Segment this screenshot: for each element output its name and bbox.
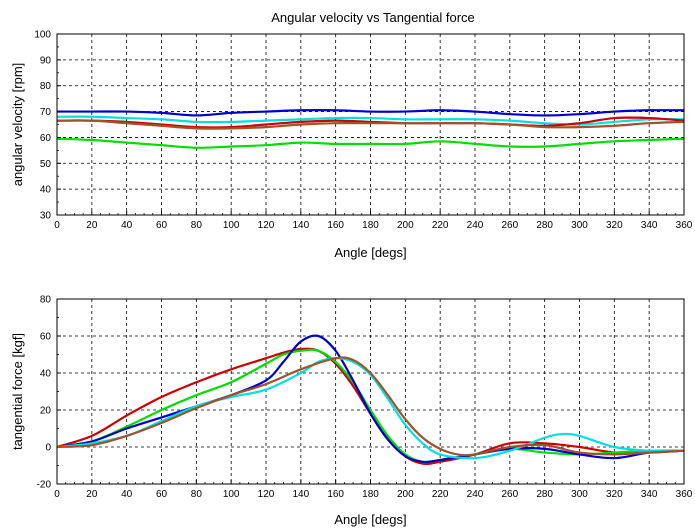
y-tick-label: 20 (40, 406, 52, 417)
x-tick-label: 160 (327, 489, 344, 500)
y-axis-title: angular velocity [rpm] (10, 63, 25, 187)
angular-velocity-plot: 0 20 40 60 80 100 120 140 160 180 200 220 240 260 280 3… (10, 30, 693, 261)
series-line-1 (57, 109, 685, 117)
x-axis-title: Angle [degs] (334, 512, 406, 527)
y-tick-label: 80 (40, 295, 52, 306)
y-tick-label: 0 (45, 443, 51, 454)
x-tick-label: 140 (292, 220, 309, 231)
x-tick-label: 320 (606, 220, 623, 231)
x-tick-label: 160 (327, 220, 344, 231)
y-tick-label: 100 (34, 30, 51, 41)
y-tick-label: 40 (40, 369, 52, 380)
x-tick-label: 360 (676, 220, 693, 231)
x-tick-label: 300 (571, 489, 588, 500)
x-tick-label: 20 (86, 220, 98, 231)
x-tick-label: 320 (606, 489, 623, 500)
x-tick-label: 240 (467, 220, 484, 231)
x-tick-label: 200 (397, 220, 414, 231)
x-tick-label: 100 (223, 489, 240, 500)
x-tick-label: 40 (121, 220, 133, 231)
series-line-5 (56, 137, 685, 149)
x-tick-label: 20 (86, 489, 98, 500)
x-tick-label: 260 (501, 220, 518, 231)
y-tick-label: 60 (40, 133, 52, 144)
y-tick-label: 90 (40, 55, 52, 66)
x-tick-label: 100 (223, 220, 240, 231)
plot-frame (56, 298, 685, 485)
x-tick-label: 260 (501, 489, 518, 500)
x-tick-label: 80 (191, 489, 203, 500)
x-axis-title: Angle [degs] (334, 245, 406, 260)
x-tick-label: 280 (536, 220, 553, 231)
x-tick-label: 80 (191, 220, 203, 231)
x-tick-label: 180 (362, 220, 379, 231)
y-tick-label: 80 (40, 81, 52, 92)
x-tick-label: 340 (641, 220, 658, 231)
x-tick-label: 120 (258, 489, 275, 500)
series-line-5 (56, 356, 685, 457)
y-tick-label: 50 (40, 159, 52, 170)
x-tick-label: 200 (397, 489, 414, 500)
y-tick-label: -20 (37, 480, 52, 491)
x-tick-label: 360 (676, 489, 693, 500)
x-tick-label: 120 (258, 220, 275, 231)
y-tick-label: 70 (40, 107, 52, 118)
series-line-3 (56, 116, 685, 129)
y-axis-title: tangential force [kgf] (10, 333, 25, 450)
x-tick-label: 280 (536, 489, 553, 500)
x-tick-label: 140 (292, 489, 309, 500)
x-tick-label: 60 (156, 220, 168, 231)
figure-title: Angular velocity vs Tangential force (271, 10, 475, 25)
series-line-4 (56, 357, 685, 460)
tangential-force-plot: 0 20 40 60 80 100 120 140 160 180 200 220 240 260 280 3… (10, 295, 693, 528)
y-tick-label: 40 (40, 185, 52, 196)
x-tick-label: 0 (54, 220, 60, 231)
x-tick-label: 220 (432, 489, 449, 500)
y-tick-label: 60 (40, 332, 52, 343)
series-line-2 (56, 115, 685, 126)
series-line-4 (56, 119, 685, 130)
x-tick-label: 40 (121, 489, 133, 500)
x-tick-label: 220 (432, 220, 449, 231)
x-tick-label: 240 (467, 489, 484, 500)
x-tick-label: 180 (362, 489, 379, 500)
x-tick-label: 60 (156, 489, 168, 500)
plot-frame (56, 33, 685, 216)
x-tick-label: 0 (54, 489, 60, 500)
y-tick-label: 30 (40, 211, 52, 222)
x-tick-label: 300 (571, 220, 588, 231)
x-tick-label: 340 (641, 489, 658, 500)
